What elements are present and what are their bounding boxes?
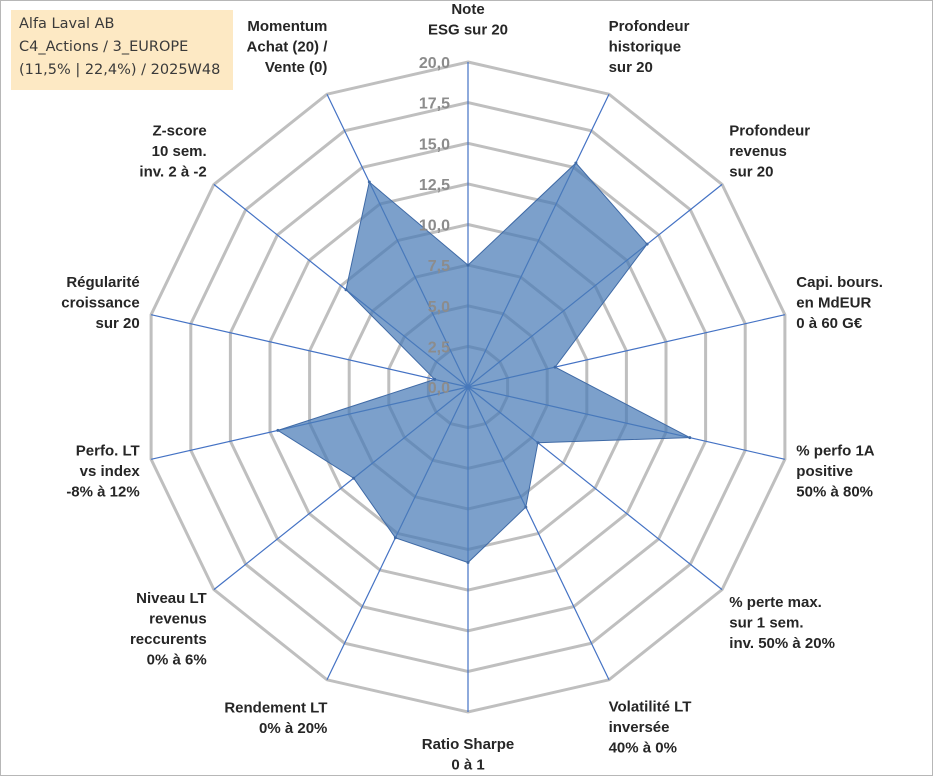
axis-label-line: Ratio Sharpe (422, 736, 515, 753)
tick-label: 15,0 (419, 136, 450, 153)
axis-label-line: revenus (149, 610, 207, 627)
data-point-8 (466, 561, 470, 564)
axis-label-line: sur 20 (609, 59, 653, 76)
axis-label-11: Perfo. LT vs index -8% à 12% (66, 442, 140, 500)
axis-label-14: Momentum Achat (20) / Vente (0) (247, 18, 329, 76)
axis-label-12: Régularité croissance sur 20 (61, 274, 139, 332)
tick-label: 10,0 (419, 218, 450, 235)
data-point-10 (352, 476, 356, 480)
axis-label-line: Volatilité LT (609, 699, 692, 716)
axis-label-line: Perfo. LT (76, 442, 140, 459)
axis-label-line: 0 à 60 G€ (796, 315, 863, 332)
data-point-14 (367, 180, 371, 184)
axis-label-10: Niveau LT revenus reccurents 0% à 6% (130, 590, 207, 669)
axis-label-line: sur 20 (95, 315, 139, 332)
axis-label-5: % perfo 1A positive 50% à 80% (796, 442, 875, 500)
axis-label-1: Note ESG sur 20 (428, 1, 508, 39)
axis-label-4: Capi. bours. en MdEUR 0 à 60 G€ (796, 274, 883, 332)
data-point-2 (574, 161, 578, 165)
portfolio-category: C4_Actions / 3_EUROPE (19, 39, 189, 55)
axis-label-line: Niveau LT (136, 590, 207, 607)
axis-label-line: inversée (609, 719, 670, 736)
axis-label-line: -8% à 12% (66, 483, 139, 500)
axis-label-13: Z-score 10 sem. inv. 2 à -2 (139, 123, 206, 181)
axis-label-line: croissance (61, 295, 139, 312)
axis-label-line: sur 20 (729, 164, 773, 181)
axis-label-line: revenus (729, 143, 787, 160)
axis-label-line: % perte max. (729, 594, 822, 611)
axis-label-line: vs index (80, 463, 141, 480)
tick-label: 2,5 (428, 339, 450, 356)
axis-label-line: historique (609, 38, 682, 55)
data-point-9 (393, 536, 397, 540)
axis-label-line: reccurents (130, 631, 207, 648)
axis-label-line: Note (451, 1, 484, 18)
axis-label-9: Rendement LT 0% à 20% (224, 700, 327, 738)
axis-label-line: inv. 50% à 20% (729, 635, 835, 652)
data-point-13 (344, 288, 348, 292)
axis-label-7: Volatilité LT inversée 40% à 0% (609, 699, 692, 757)
axis-label-3: Profondeur revenus sur 20 (729, 123, 810, 181)
axis-label-line: en MdEUR (796, 295, 871, 312)
axis-label-8: Ratio Sharpe 0 à 1 (422, 736, 515, 774)
data-point-3 (645, 242, 649, 246)
data-series-area (276, 162, 692, 564)
axis-label-line: Vente (0) (265, 59, 328, 76)
data-point-6 (536, 441, 540, 445)
axis-line-12 (150, 314, 469, 388)
tick-label: 0,0 (428, 380, 450, 397)
tick-label: 20,0 (419, 55, 450, 72)
axis-label-line: 0 à 1 (451, 757, 484, 774)
axis-label-2: Profondeur historique sur 20 (609, 18, 690, 76)
tick-label: 7,5 (428, 258, 450, 275)
info-box: Alfa Laval AB C4_Actions / 3_EUROPE (11,… (11, 10, 233, 90)
axis-label-line: 40% à 0% (609, 740, 677, 757)
data-point-1 (466, 263, 470, 267)
data-point-4 (553, 365, 557, 369)
tick-label: 12,5 (419, 177, 450, 194)
axis-label-line: Achat (20) / (247, 38, 329, 55)
performance-week: (11,5% | 22,4%) / 2025W48 (19, 62, 221, 78)
axis-label-line: positive (796, 463, 853, 480)
axis-label-line: 0% à 20% (259, 720, 327, 737)
axis-label-line: Profondeur (729, 123, 810, 140)
axis-label-line: sur 1 sem. (729, 614, 803, 631)
axis-label-line: inv. 2 à -2 (139, 164, 206, 181)
data-point-7 (524, 505, 528, 509)
axis-label-line: Régularité (66, 274, 139, 291)
axis-label-line: 10 sem. (152, 143, 207, 160)
tick-label: 17,5 (419, 96, 450, 113)
axis-label-line: Profondeur (609, 18, 690, 35)
data-point-12 (433, 377, 437, 381)
axis-label-line: 0% à 6% (147, 651, 207, 668)
data-point-5 (688, 436, 692, 440)
data-point-11 (276, 428, 280, 432)
axis-label-line: Z-score (153, 123, 207, 140)
axis-label-line: % perfo 1A (796, 442, 875, 459)
axis-label-6: % perte max. sur 1 sem. inv. 50% à 20% (729, 594, 835, 652)
axis-label-line: Rendement LT (224, 700, 327, 717)
axis-label-line: Momentum (247, 18, 327, 35)
company-name: Alfa Laval AB (19, 16, 115, 32)
axis-label-line: 50% à 80% (796, 483, 873, 500)
axis-label-line: Capi. bours. (796, 274, 883, 291)
axis-label-line: ESG sur 20 (428, 22, 508, 39)
tick-label: 5,0 (428, 299, 450, 316)
